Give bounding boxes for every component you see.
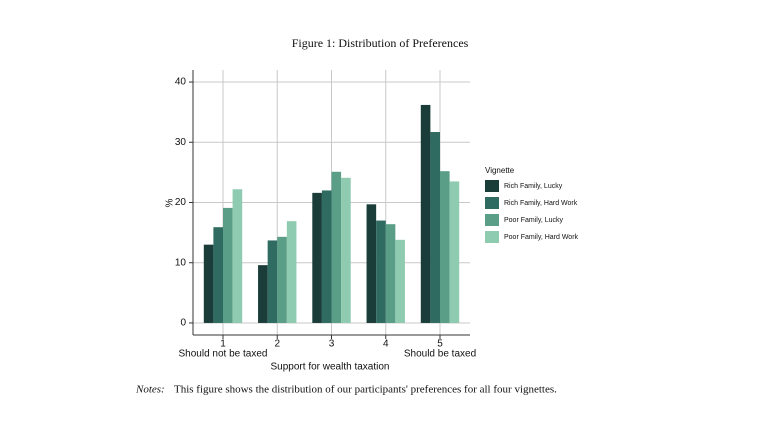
bar <box>430 132 440 323</box>
bar <box>267 240 278 323</box>
bar <box>286 221 297 323</box>
x-tick-sublabel: Should not be taxed <box>179 349 268 360</box>
x-tick-label: 3 <box>329 339 335 350</box>
chart-title: Figure 1: Distribution of Preferences <box>292 36 469 50</box>
legend-title: Vignette <box>485 166 515 175</box>
bar <box>321 190 332 323</box>
bar <box>440 171 450 323</box>
y-tick-label: 10 <box>175 257 187 268</box>
legend-swatch <box>485 214 499 226</box>
notes-label: Notes: <box>135 384 165 396</box>
x-tick-label: 4 <box>383 339 389 350</box>
legend-label: Poor Family, Lucky <box>504 217 563 224</box>
y-tick-label: 30 <box>175 137 187 148</box>
legend-label: Rich Family, Hard Work <box>504 200 578 207</box>
bar <box>223 207 233 323</box>
bar <box>395 239 405 323</box>
bar <box>376 220 386 323</box>
bar <box>232 189 243 323</box>
x-tick-sublabel: Should be taxed <box>404 349 476 360</box>
bar <box>203 244 214 323</box>
bar <box>420 104 431 323</box>
bar <box>366 204 377 323</box>
y-tick-label: 0 <box>180 318 186 329</box>
legend-label: Poor Family, Hard Work <box>504 234 579 241</box>
x-tick-label: 5 <box>437 339 443 350</box>
bar <box>277 236 287 323</box>
x-tick-label: 2 <box>274 339 280 350</box>
legend-label: Rich Family, Lucky <box>504 183 563 190</box>
bar <box>213 227 223 323</box>
bar <box>449 181 460 323</box>
notes: This figure shows the distribution of ou… <box>174 384 557 396</box>
x-axis-label: Support for wealth taxation <box>271 362 390 373</box>
legend-swatch <box>485 231 499 243</box>
legend-swatch <box>485 180 499 192</box>
x-tick-label: 1 <box>220 339 226 350</box>
bar <box>341 177 351 323</box>
bar <box>258 265 268 323</box>
bar <box>331 171 342 323</box>
bar <box>385 224 396 323</box>
bar <box>312 192 322 323</box>
y-tick-label: 20 <box>175 197 187 208</box>
legend-swatch <box>485 197 499 209</box>
y-tick-label: 40 <box>175 77 187 88</box>
y-axis-label: % <box>165 198 176 207</box>
